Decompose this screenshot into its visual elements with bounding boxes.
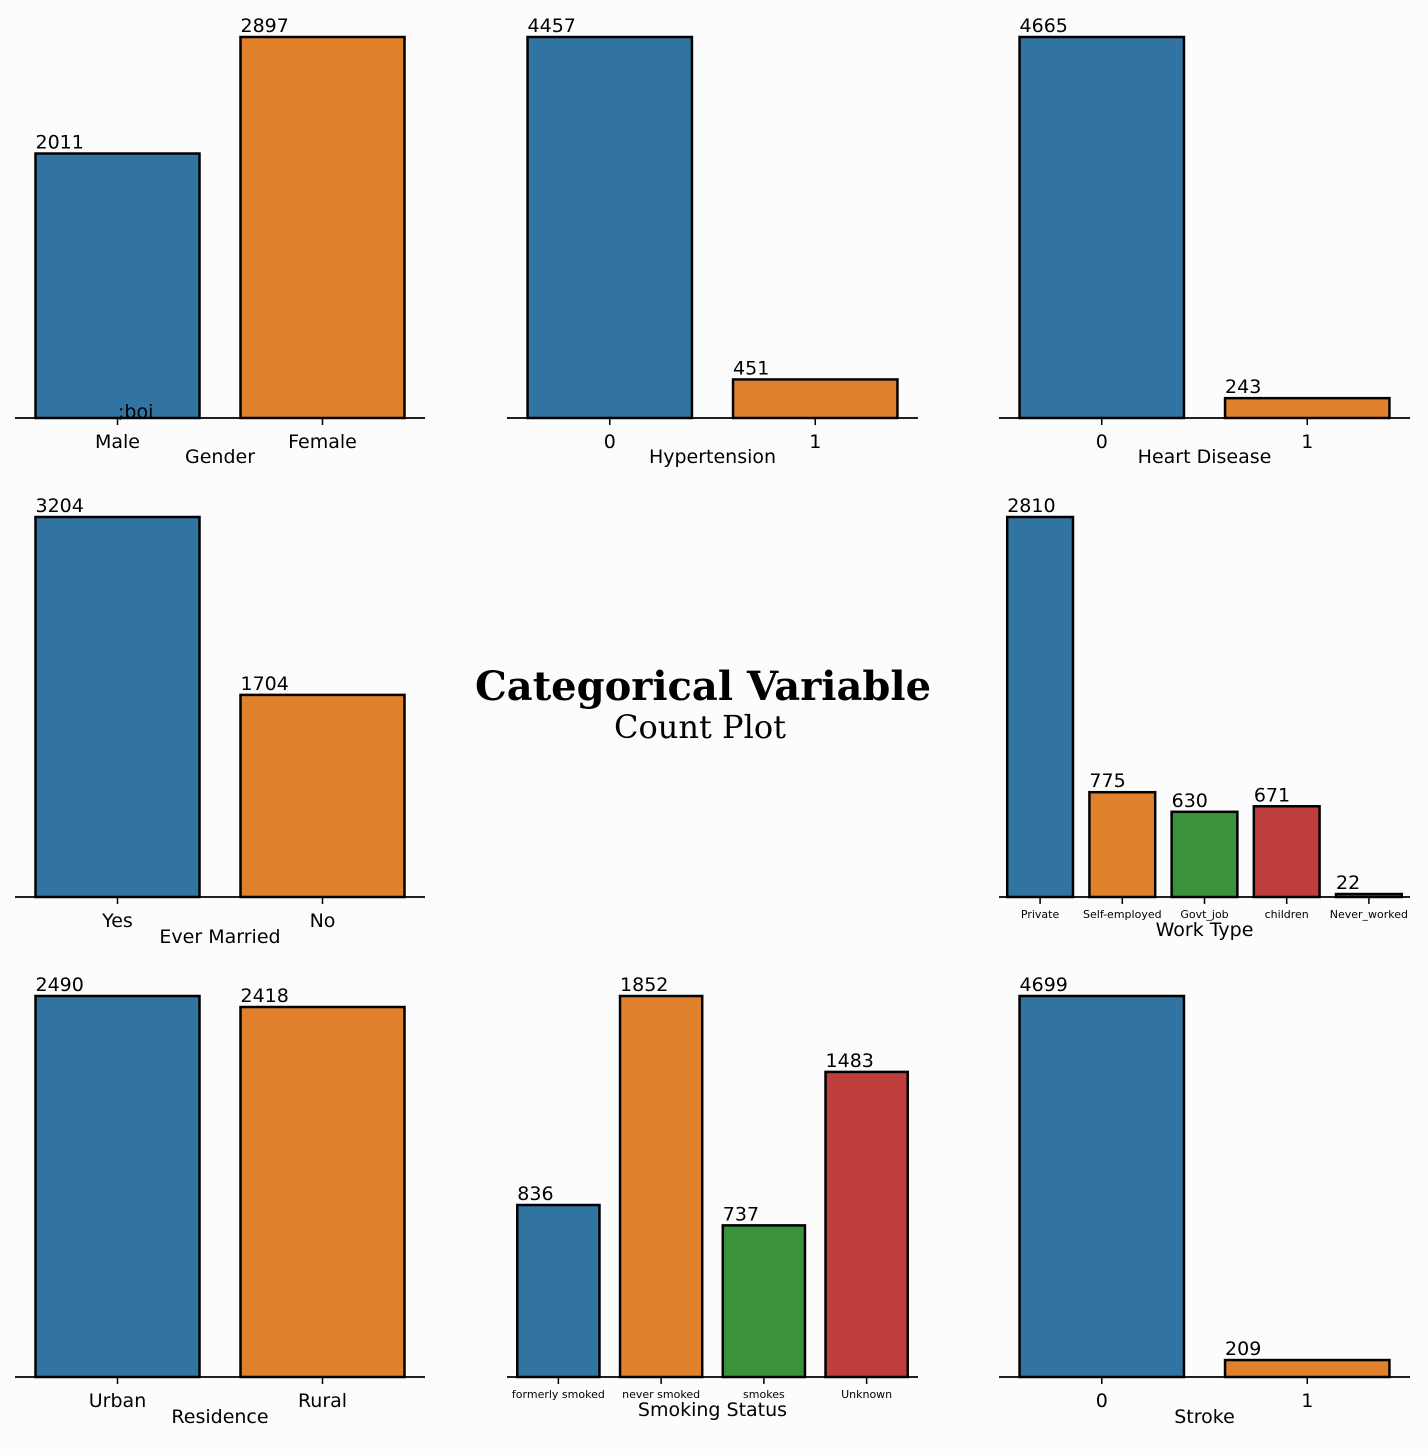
- value-label-stroke-0: 4699: [1020, 974, 1068, 996]
- x-axis-label-stroke: Stroke: [1174, 1406, 1235, 1428]
- value-label-work-type-1: 775: [1089, 770, 1125, 792]
- tick-label-residence-1: Rural: [298, 1390, 347, 1412]
- value-label-heart-disease-0: 4665: [1020, 15, 1068, 37]
- center-title: Categorical Variable: [475, 663, 931, 710]
- value-label-smoking-status-2: 737: [723, 1203, 759, 1225]
- tick-label-hypertension-0: 0: [604, 431, 616, 453]
- x-axis-label-gender: Gender: [185, 446, 255, 468]
- tick-label-smoking-status-2: smokes: [743, 1388, 785, 1401]
- value-label-gender-1: 2897: [241, 15, 289, 37]
- panel-hypertension: 4457 0 451 1 Hypertension: [507, 15, 918, 468]
- value-label-work-type-3: 671: [1254, 784, 1290, 806]
- value-label-gender-0: 2011: [36, 132, 84, 154]
- tick-label-work-type-3: children: [1265, 908, 1309, 921]
- tick-label-smoking-status-1: never smoked: [622, 1388, 700, 1401]
- tick-label-work-type-1: Self-employed: [1083, 908, 1162, 921]
- bar-hypertension-1: [731, 378, 899, 420]
- bar-smoking-status-1: [618, 994, 704, 1379]
- value-label-smoking-status-0: 836: [517, 1183, 553, 1205]
- panel-ever-married: 3204 Yes 1704 No Ever Married: [15, 495, 425, 948]
- bar-gender-0: [34, 152, 201, 420]
- tick-label-hypertension-1: 1: [809, 431, 821, 453]
- panel-residence: 2490 Urban 2418 Rural Residence: [15, 974, 425, 1428]
- value-label-work-type-0: 2810: [1007, 495, 1055, 517]
- x-axis-label-hypertension: Hypertension: [649, 446, 776, 468]
- x-axis-label-smoking-status: Smoking Status: [638, 1399, 787, 1421]
- bar-stroke-1: [1223, 1358, 1391, 1379]
- value-label-ever-married-1: 1704: [241, 673, 289, 695]
- x-axis-label-heart-disease: Heart Disease: [1138, 446, 1272, 468]
- tick-label-heart-disease-1: 1: [1301, 431, 1313, 453]
- panel-work-type: 2810 Private 775 Self-employed 630 Govt_job 67…: [999, 495, 1410, 941]
- value-label-smoking-status-3: 1483: [826, 1050, 874, 1072]
- tick-label-work-type-4: Never_worked: [1330, 908, 1408, 921]
- bar-work-type-1: [1088, 790, 1157, 899]
- bar-hypertension-0: [526, 35, 694, 420]
- tick-label-residence-0: Urban: [89, 1390, 146, 1412]
- tick-label-gender-0: Male: [95, 431, 140, 453]
- tick-label-smoking-status-0: formerly smoked: [512, 1388, 605, 1401]
- panel-gender: 2011 Male 2897 Female Gender: [15, 15, 425, 468]
- tick-label-ever-married-1: No: [310, 910, 336, 932]
- value-label-heart-disease-1: 243: [1225, 376, 1261, 398]
- bar-ever-married-0: [34, 515, 201, 899]
- panel-heart-disease: 4665 0 243 1 Heart Disease: [999, 15, 1410, 468]
- bar-work-type-3: [1252, 805, 1321, 899]
- bar-work-type-0: [1005, 515, 1075, 899]
- bar-smoking-status-3: [824, 1070, 909, 1379]
- value-label-stroke-1: 209: [1225, 1338, 1261, 1360]
- value-label-ever-married-0: 3204: [36, 495, 84, 517]
- x-axis-label-work-type: Work Type: [1156, 919, 1254, 941]
- panel-stroke: 4699 0 209 1 Stroke: [999, 974, 1410, 1428]
- bar-work-type-2: [1170, 810, 1239, 899]
- value-label-residence-0: 2490: [36, 974, 84, 996]
- bar-heart-disease-1: [1223, 396, 1391, 420]
- bar-residence-1: [239, 1005, 406, 1379]
- center-subtitle: Count Plot: [614, 708, 786, 746]
- bar-heart-disease-0: [1018, 35, 1186, 420]
- bar-smoking-status-2: [721, 1224, 807, 1379]
- value-label-work-type-4: 22: [1336, 872, 1360, 894]
- x-axis-label-ever-married: Ever Married: [159, 926, 280, 948]
- panel-smoking-status: 836 formerly smoked 1852 never smoked 737 smo…: [507, 974, 918, 1421]
- tick-label-work-type-2: Govt_job: [1180, 908, 1228, 921]
- tick-label-stroke-0: 0: [1096, 1390, 1108, 1412]
- value-label-smoking-status-1: 1852: [620, 974, 668, 996]
- bar-ever-married-1: [239, 693, 406, 899]
- tick-label-smoking-status-3: Unknown: [841, 1388, 892, 1401]
- bar-stroke-0: [1018, 994, 1186, 1379]
- bar-residence-0: [34, 994, 201, 1379]
- bar-smoking-status-0: [516, 1203, 601, 1379]
- value-label-residence-1: 2418: [241, 985, 289, 1007]
- value-label-hypertension-1: 451: [733, 357, 769, 379]
- value-label-work-type-2: 630: [1172, 790, 1208, 812]
- tick-label-work-type-0: Private: [1021, 908, 1060, 921]
- tick-label-gender-1: Female: [288, 431, 357, 453]
- tick-label-ever-married-0: Yes: [101, 910, 133, 932]
- panels: 2011 Male 2897 Female Gender 4457 0 451 1 Hyperte…: [15, 15, 1410, 1428]
- stray-annotation: ;boi: [118, 401, 153, 423]
- bar-gender-1: [239, 35, 406, 420]
- value-label-hypertension-0: 4457: [528, 15, 576, 37]
- x-axis-label-residence: Residence: [171, 1406, 268, 1428]
- tick-label-stroke-1: 1: [1301, 1390, 1313, 1412]
- tick-label-heart-disease-0: 0: [1096, 431, 1108, 453]
